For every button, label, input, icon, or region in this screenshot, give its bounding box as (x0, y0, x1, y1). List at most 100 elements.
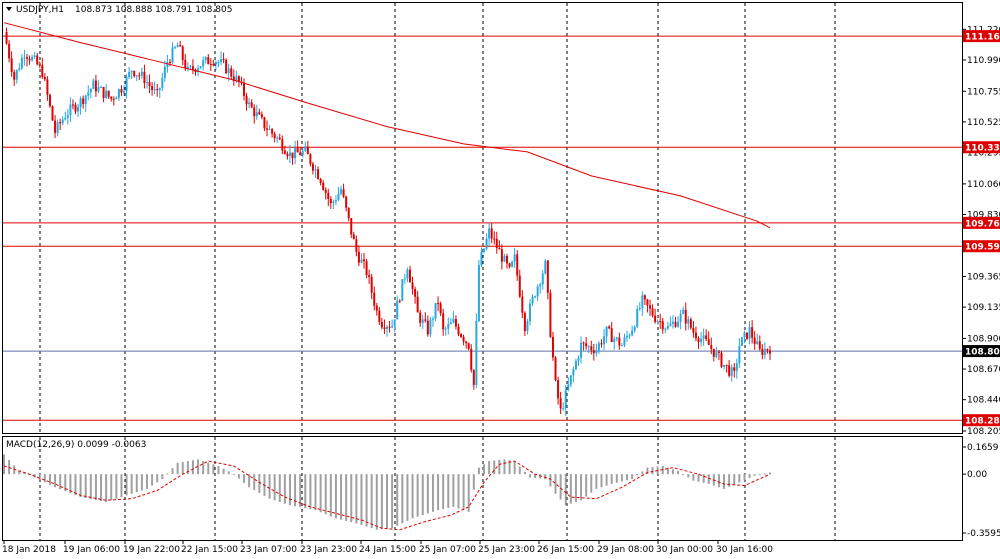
macd-histogram-bar (8, 459, 11, 475)
macd-histogram-bar (508, 460, 511, 475)
price-tag-label: 109.592 (965, 243, 1000, 253)
candle-body (8, 43, 11, 59)
macd-histogram-bar (457, 474, 460, 509)
macd-histogram-bar (467, 474, 470, 512)
candle-body (311, 163, 314, 171)
candle-body (334, 200, 337, 202)
candle-body (421, 319, 424, 323)
macd-histogram-bar (620, 474, 623, 482)
macd-label: MACD(12,26,9) 0.0099 -0.0063 (6, 440, 146, 450)
candle-body (559, 398, 562, 409)
candle-body (350, 218, 353, 235)
macd-histogram-bar (171, 468, 174, 475)
macd-histogram-bar (202, 461, 205, 475)
candle-body (511, 261, 514, 267)
candle-body (516, 254, 519, 276)
candle-body (697, 338, 700, 342)
candle-body (758, 341, 761, 349)
candle-body (485, 238, 488, 249)
macd-histogram-bar (528, 474, 531, 478)
candle-body (743, 332, 746, 338)
price-tags: 111.169 110.335 109.767 109.592 108.286 108.8… (963, 30, 1000, 427)
macd-histogram-bar (186, 461, 189, 475)
price-tag (963, 240, 1000, 253)
macd-histogram-bar (243, 474, 246, 483)
candle-body (383, 327, 386, 330)
candle-body (100, 87, 103, 89)
time-axis: 18 Jan 2018 19 Jan 06:00 19 Jan 22:00 22 Ja… (2, 540, 773, 555)
macd-histogram-bar (329, 474, 332, 517)
price-tick-label: 110.295 (967, 149, 1000, 159)
macd-histogram-bar (340, 474, 343, 520)
candle-body (541, 273, 544, 285)
candle-body (454, 318, 457, 327)
candle-body (337, 193, 340, 201)
macd-histogram-bar (763, 473, 766, 475)
macd-histogram-bar (176, 462, 179, 475)
candle-body (528, 303, 531, 322)
macd-histogram-bar (483, 464, 486, 475)
candle-body (597, 343, 600, 351)
candle-body (128, 72, 131, 78)
time-tick-label: 25 Jan 07:00 (419, 545, 476, 555)
candle-body (204, 57, 207, 61)
candle-body (332, 201, 335, 204)
candle-body (273, 133, 276, 139)
candle-body (707, 339, 710, 345)
price-tick-label: 108.900 (967, 334, 1000, 344)
candle-body (577, 357, 580, 361)
macd-histogram-bar (217, 465, 220, 475)
macd-histogram-bar (717, 474, 720, 488)
candle-body (408, 269, 411, 283)
price-tag (963, 216, 1000, 229)
candle-body (444, 328, 447, 330)
candle-body (163, 66, 166, 78)
candle-body (526, 321, 529, 332)
candle-body (140, 71, 143, 76)
macd-histogram-bar (498, 459, 501, 475)
macd-histogram-bar (559, 474, 562, 500)
candle-body (648, 305, 651, 309)
candle-body (294, 147, 297, 159)
candle-body (38, 64, 41, 66)
candle-body (401, 279, 404, 301)
candle-body (77, 106, 80, 112)
candle-body (398, 300, 401, 302)
candle-body (48, 94, 51, 107)
macd-histogram-bar (396, 474, 399, 526)
macd-histogram-bar (733, 474, 736, 485)
candle-body (442, 313, 445, 330)
candle-body (107, 90, 110, 97)
macd-tick-label: 0.00 (967, 470, 987, 480)
candle-body (534, 296, 537, 298)
macd-histogram-bar (324, 474, 327, 515)
candle-body (720, 352, 723, 367)
macd-histogram-bar (549, 474, 552, 487)
macd-histogram-bar (406, 474, 409, 521)
candle-body (717, 351, 720, 353)
candle-body (64, 117, 67, 120)
candle-body (574, 360, 577, 370)
candle-body (592, 350, 595, 354)
price-tag (963, 30, 1000, 43)
macd-histogram-bar (299, 474, 302, 508)
macd-histogram-bar (380, 474, 383, 530)
candle-body (600, 343, 603, 345)
candle-body (572, 369, 575, 376)
candle-body (319, 179, 322, 183)
candle-body (20, 57, 23, 69)
candle-body (569, 375, 572, 385)
price-tick-label: 109.365 (967, 272, 1000, 282)
macd-histogram-bar (503, 459, 506, 475)
candle-body (628, 335, 631, 337)
candle-body (71, 104, 74, 106)
candle-body (531, 296, 534, 304)
candle-body (590, 346, 593, 351)
macd-histogram-bar (743, 474, 746, 481)
macd-histogram-bar (222, 468, 225, 475)
macd-histogram-bar (595, 474, 598, 489)
price-tick-label: 108.670 (967, 365, 1000, 375)
candle-body (523, 312, 526, 332)
candle-body (439, 303, 442, 314)
dropdown-triangle-icon[interactable] (6, 7, 12, 11)
